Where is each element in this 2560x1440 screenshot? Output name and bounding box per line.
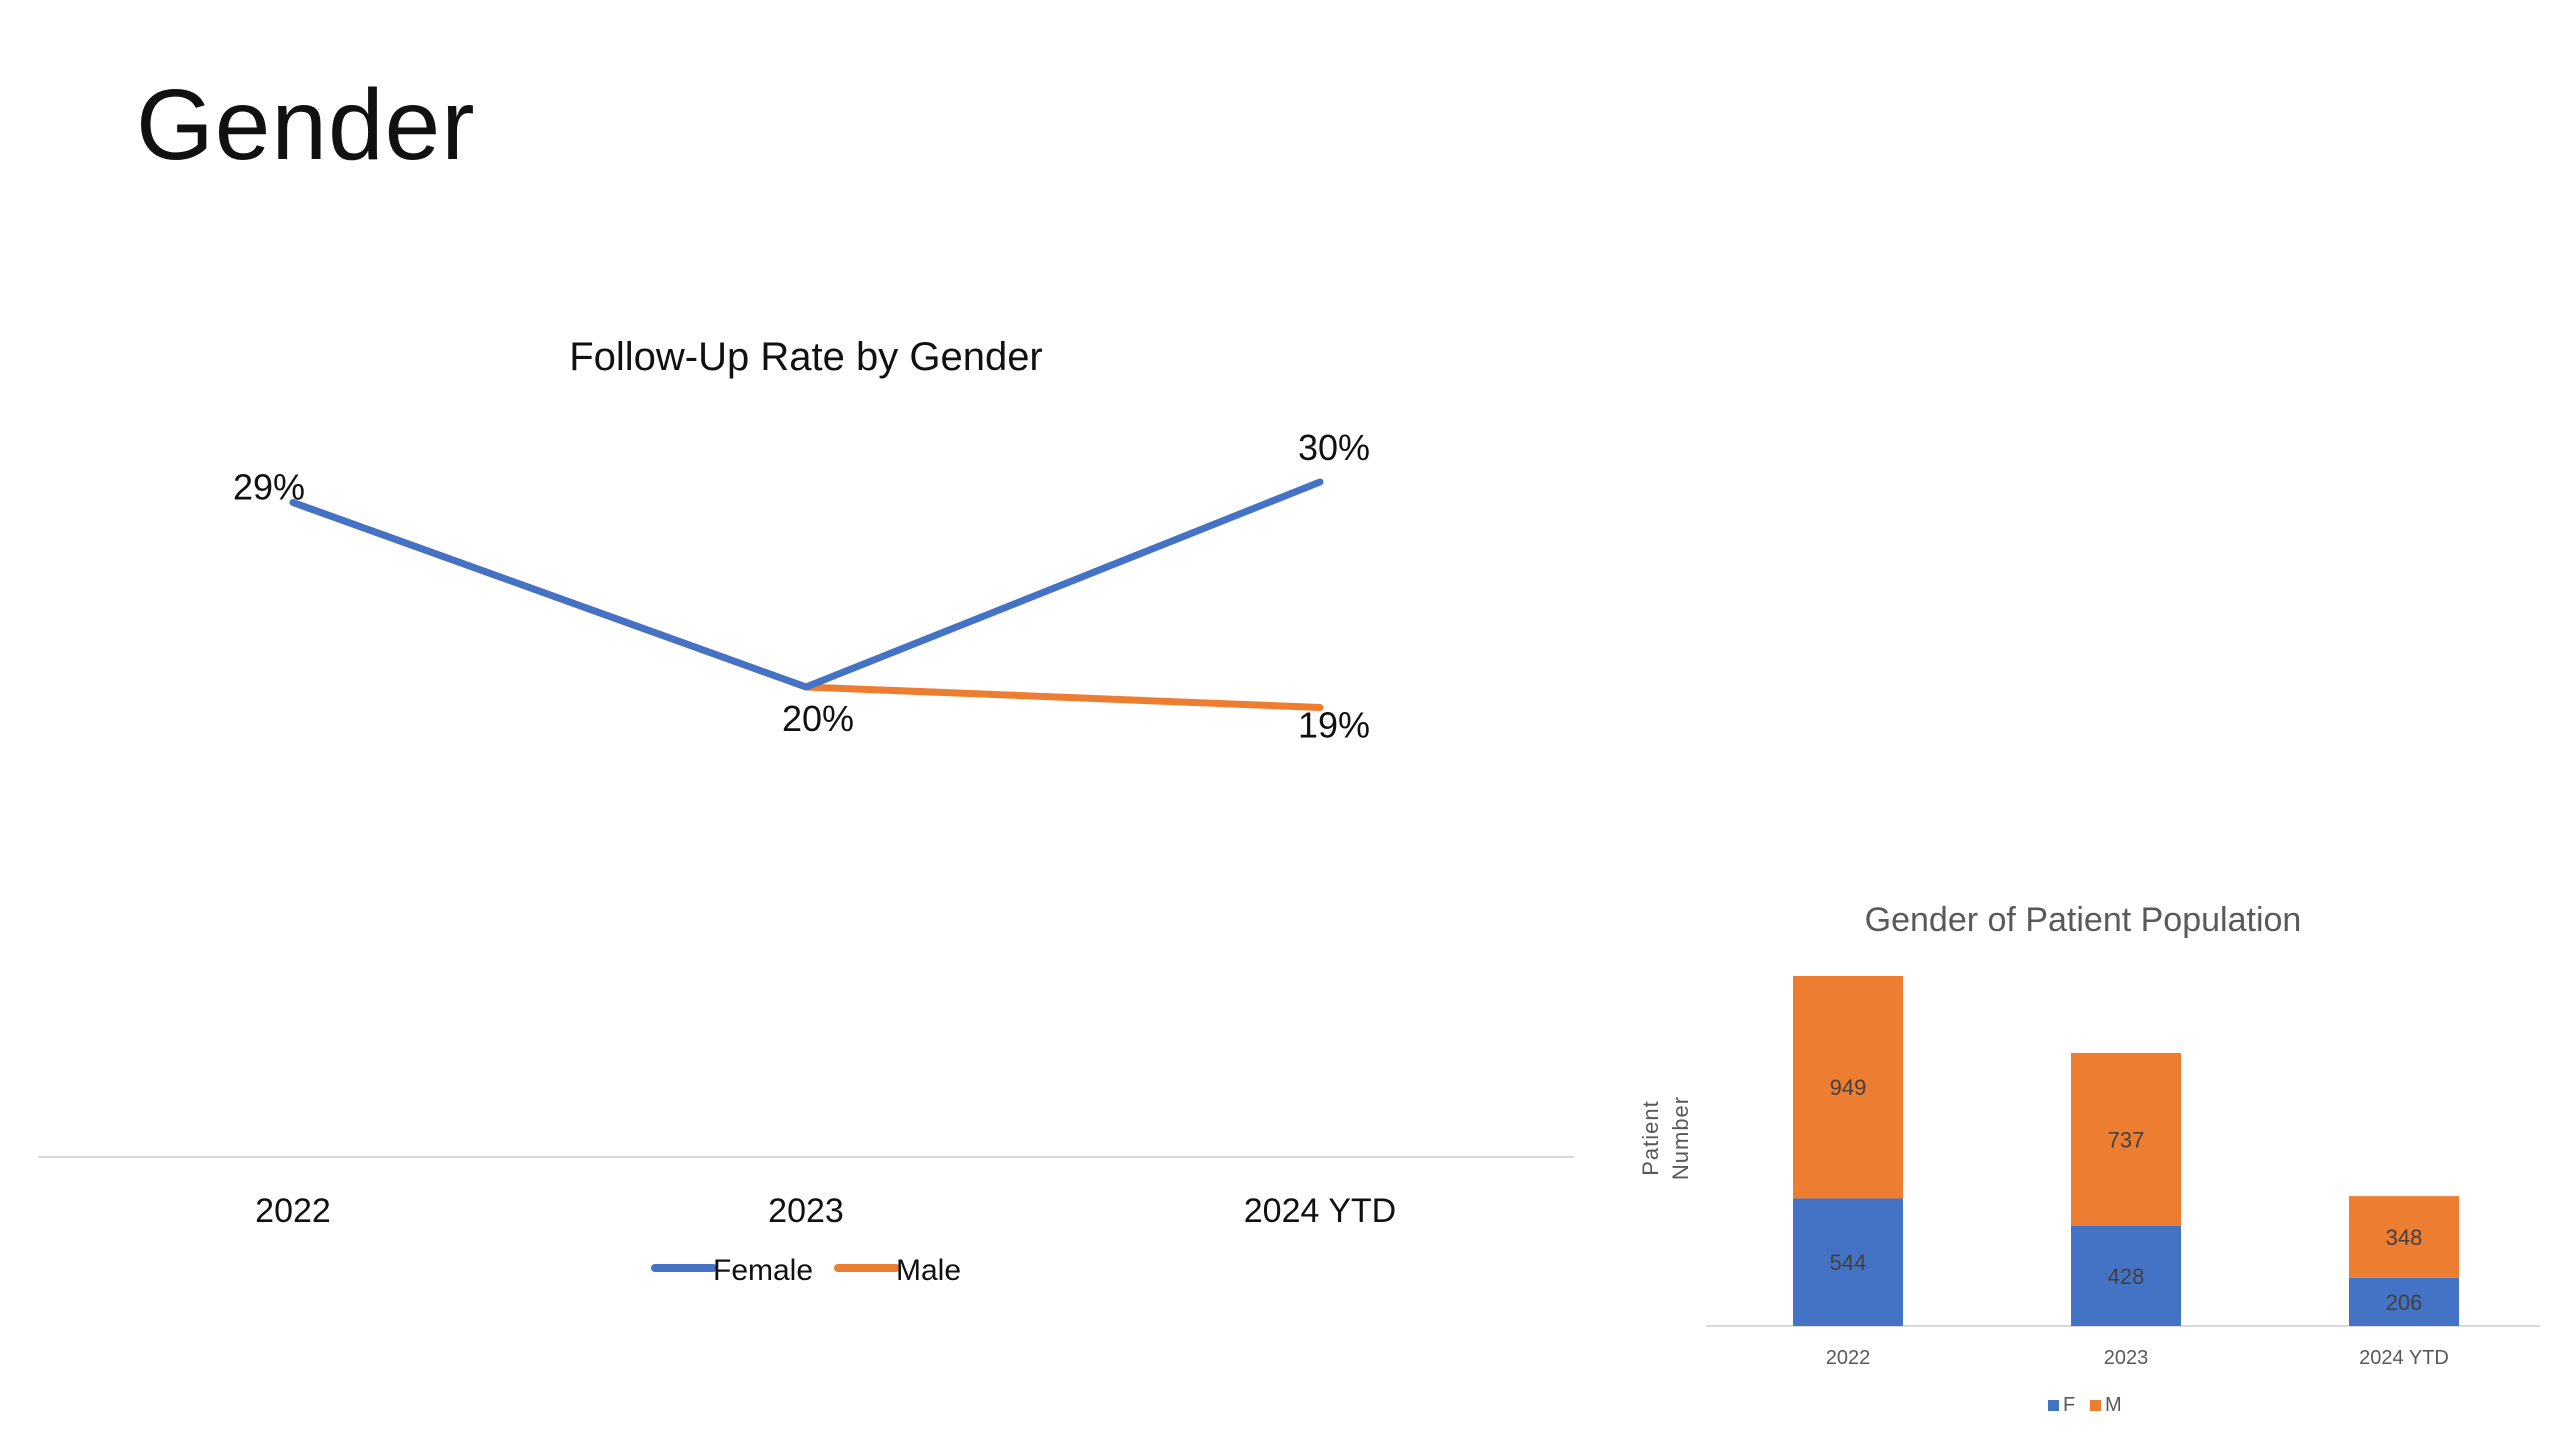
- bar-y-axis-title: Patient Number: [1638, 1096, 1693, 1180]
- bar-chart-x-ticks: 2022 2023 2024 YTD: [1826, 1347, 2449, 1369]
- data-label-male-2022: 29%: [233, 467, 305, 508]
- legend-label-female: Female: [713, 1254, 813, 1287]
- line-x-tick-2022: 2022: [255, 1192, 331, 1230]
- series-line-female: [289, 478, 1324, 691]
- line-chart-series: [289, 478, 1324, 711]
- bar-m-2022: [1793, 976, 1903, 1199]
- line-chart-x-ticks: 2022 2023 2024 YTD: [255, 1192, 1396, 1230]
- bar-y-axis-title-line: Number: [1668, 1096, 1693, 1180]
- bar-y-axis-title-line: Patient: [1638, 1100, 1663, 1176]
- bar-legend-swatch-f: [2048, 1400, 2059, 1411]
- data-label-female-2024-ytd: 30%: [1298, 427, 1370, 468]
- bar-value-f-2023: 428: [2108, 1264, 2145, 1289]
- line-chart-legend: Female Male: [651, 1254, 961, 1287]
- bar-value-m-2022: 949: [1830, 1075, 1867, 1100]
- bar-chart-bars: 544 949 428 737 206 348: [1793, 976, 2459, 1326]
- follow-up-rate-line-chart: Follow-Up Rate by Gender 2022 2023 2024 YT…: [38, 335, 1574, 1287]
- bar-value-m-2023: 737: [2108, 1127, 2145, 1152]
- data-label-male-2023: 20%: [782, 698, 854, 739]
- legend-label-male: Male: [896, 1254, 961, 1287]
- bar-x-tick-2024-ytd: 2024 YTD: [2359, 1347, 2449, 1369]
- bar-value-m-2024-ytd: 348: [2386, 1225, 2423, 1250]
- bar-x-tick-2023: 2023: [2104, 1347, 2149, 1369]
- line-x-tick-2024-ytd: 2024 YTD: [1244, 1192, 1396, 1230]
- bar-legend-label-f: F: [2063, 1394, 2075, 1416]
- line-chart-title: Follow-Up Rate by Gender: [569, 335, 1043, 379]
- bar-value-f-2024-ytd: 206: [2386, 1290, 2423, 1315]
- bar-f-2024-ytd: [2349, 1277, 2459, 1326]
- bar-value-f-2022: 544: [1830, 1250, 1867, 1275]
- bar-x-tick-2022: 2022: [1826, 1347, 1871, 1369]
- bar-chart-title: Gender of Patient Population: [1865, 901, 2302, 939]
- bar-legend-swatch-m: [2090, 1400, 2101, 1411]
- bar-m-2023: [2071, 1052, 2181, 1226]
- bar-chart-y-axis-label: Patient Number: [1638, 1096, 1693, 1180]
- bar-f-2022: [1793, 1198, 1903, 1326]
- bar-m-2024-ytd: [2349, 1196, 2459, 1278]
- bar-f-2023: [2071, 1225, 2181, 1326]
- line-chart-data-labels: 30% 29% 20% 19%: [233, 427, 1370, 746]
- slide-title: Gender: [136, 69, 476, 181]
- line-x-tick-2023: 2023: [768, 1192, 844, 1230]
- data-label-male-2024-ytd: 19%: [1298, 705, 1370, 746]
- bar-legend-label-m: M: [2105, 1394, 2122, 1416]
